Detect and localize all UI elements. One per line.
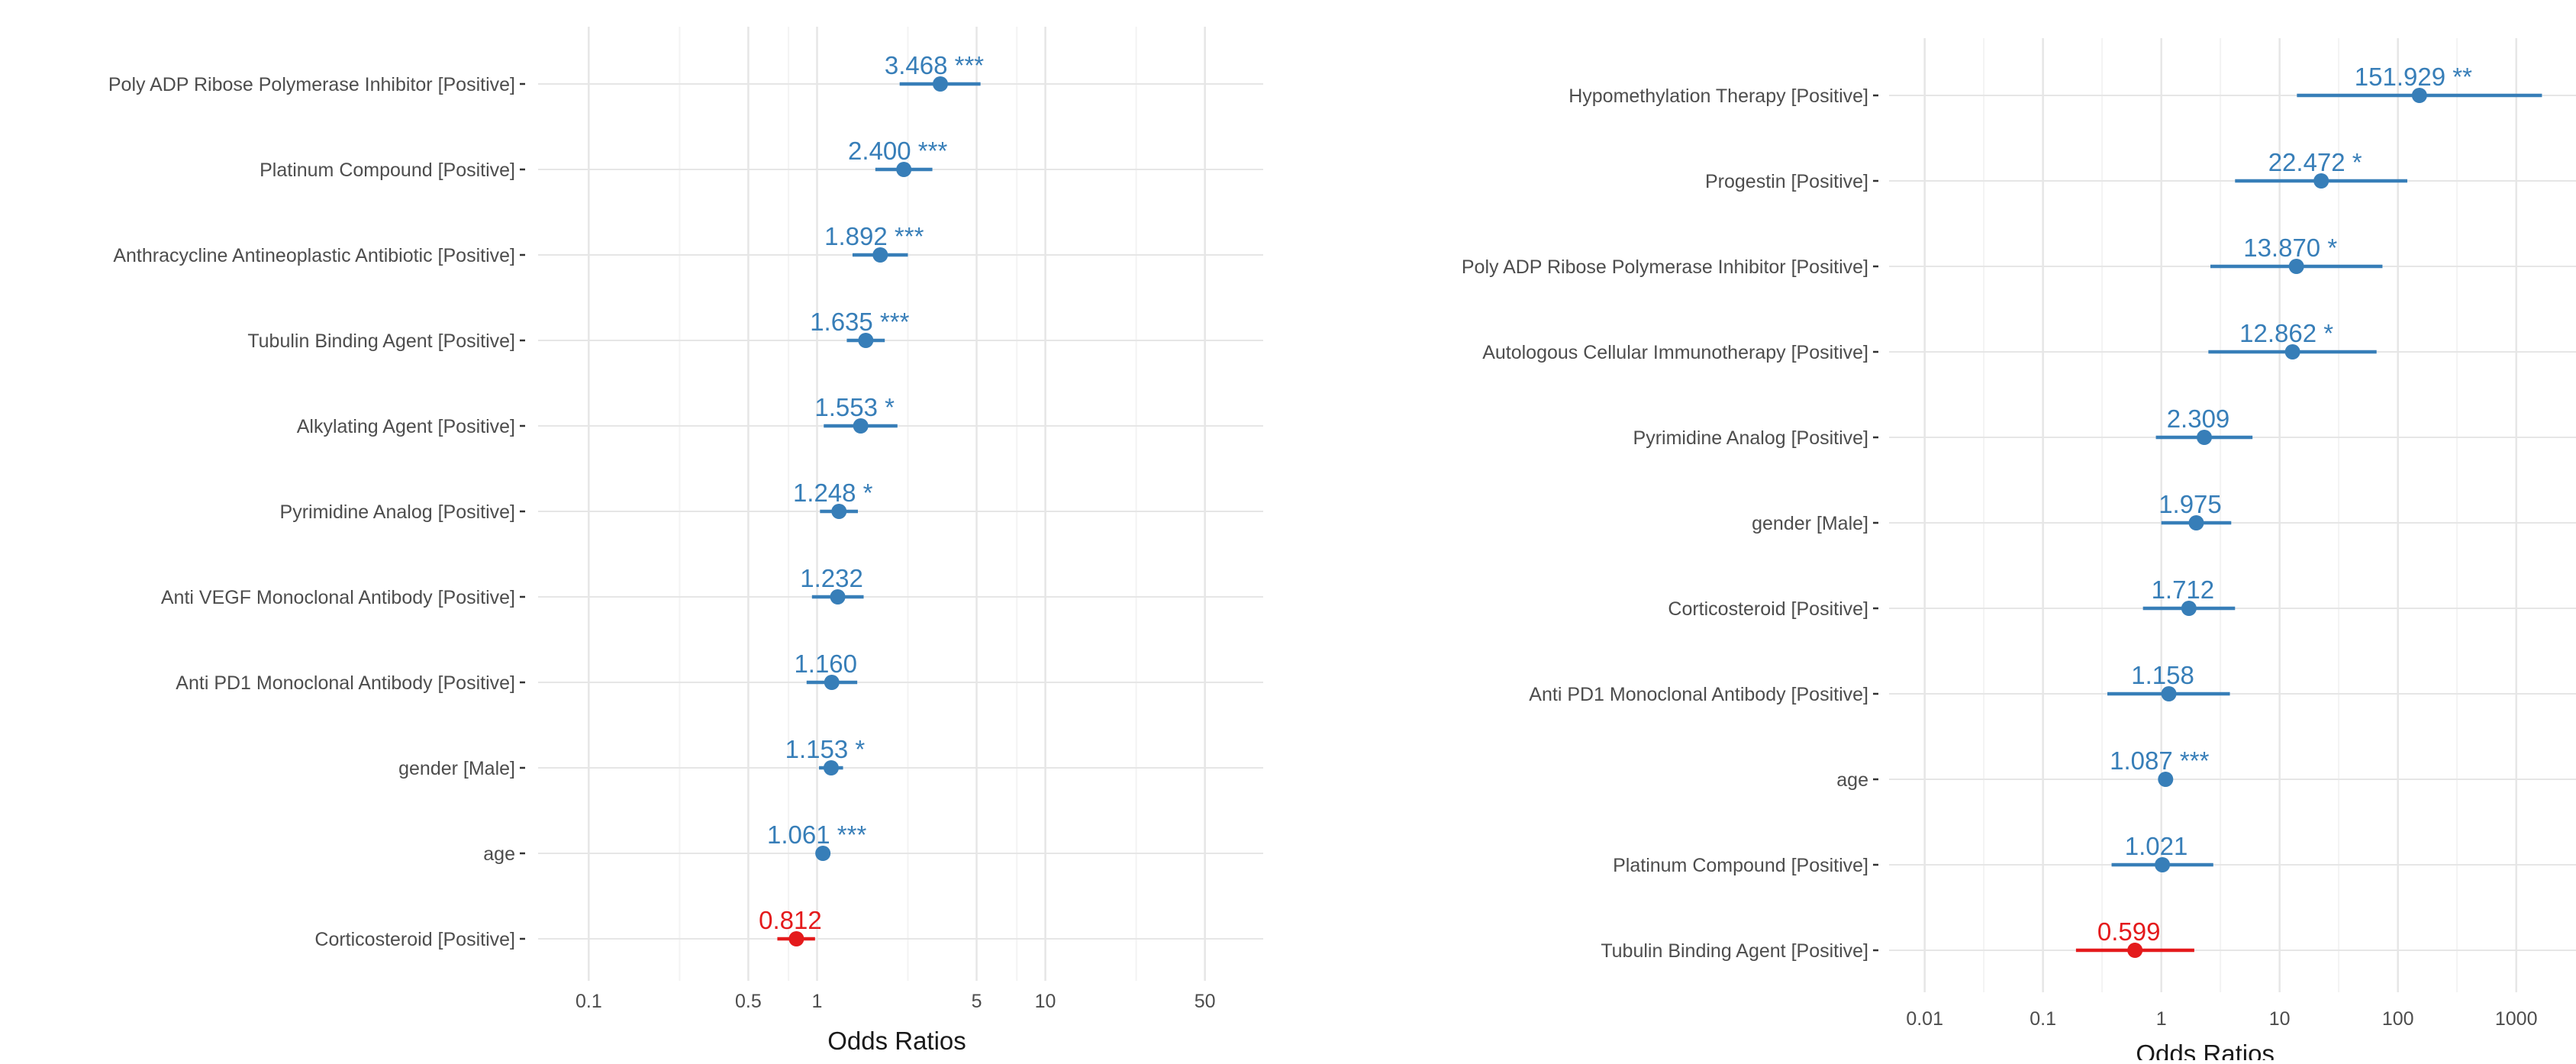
estimate-point bbox=[2158, 772, 2174, 787]
estimate-point bbox=[853, 418, 869, 434]
x-tick-label: 10 bbox=[1035, 991, 1056, 1012]
term-label: Poly ADP Ribose Polymerase Inhibitor [Po… bbox=[1462, 256, 1868, 278]
x-tick-label: 0.5 bbox=[735, 991, 762, 1012]
x-tick-label: 100 bbox=[2382, 1008, 2414, 1030]
estimate-point bbox=[896, 162, 912, 177]
term-label: Autologous Cellular Immunotherapy [Posit… bbox=[1482, 342, 1868, 363]
estimate-point bbox=[2288, 259, 2304, 274]
estimate-label: 1.153 * bbox=[785, 735, 866, 763]
estimate-label: 0.812 bbox=[759, 906, 822, 934]
estimate-point bbox=[933, 76, 949, 92]
estimate-point bbox=[830, 589, 846, 605]
x-tick-label: 10 bbox=[2269, 1008, 2291, 1030]
estimate-label: 1.975 bbox=[2158, 490, 2222, 518]
x-axis-label: Odds Ratios bbox=[2136, 1040, 2275, 1060]
estimate-label: 1.160 bbox=[794, 650, 857, 678]
term-label: Platinum Compound [Positive] bbox=[260, 160, 515, 181]
estimate-label: 1.553 * bbox=[814, 393, 895, 421]
x-tick-label: 50 bbox=[1195, 991, 1216, 1012]
estimate-point bbox=[815, 846, 831, 861]
term-label: Anti PD1 Monoclonal Antibody [Positive] bbox=[176, 672, 515, 694]
estimate-point bbox=[2155, 857, 2171, 872]
term-label: Alkylating Agent [Positive] bbox=[297, 416, 515, 437]
term-label: Corticosteroid [Positive] bbox=[1668, 598, 1868, 620]
x-tick-label: 5 bbox=[972, 991, 982, 1012]
term-label: Anthracycline Antineoplastic Antibiotic … bbox=[113, 245, 515, 266]
estimate-point bbox=[2197, 430, 2213, 445]
x-tick-label: 0.01 bbox=[1906, 1008, 1943, 1030]
term-label: Tubulin Binding Agent [Positive] bbox=[247, 330, 515, 352]
forest-panel-1: 0.1 0.5 1 5 10 50 Odds Ratios Poly ADP Ribose P… bbox=[108, 27, 1263, 1055]
estimate-label: 3.468 *** bbox=[885, 51, 984, 79]
estimate-label: 22.472 * bbox=[2268, 148, 2362, 176]
estimate-label: 1.248 * bbox=[793, 479, 873, 507]
estimate-label: 12.862 * bbox=[2239, 319, 2333, 347]
estimate-label: 0.599 bbox=[2097, 917, 2161, 946]
term-label: Anti PD1 Monoclonal Antibody [Positive] bbox=[1529, 684, 1868, 705]
term-label: gender [Male] bbox=[1752, 513, 1868, 534]
estimate-label: 1.635 *** bbox=[810, 308, 909, 336]
estimate-label: 1.712 bbox=[2152, 576, 2215, 604]
estimate-point bbox=[2313, 173, 2329, 189]
estimate-label: 1.061 *** bbox=[767, 821, 866, 849]
x-tick-label: 1 bbox=[2156, 1008, 2167, 1030]
estimate-label: 1.892 *** bbox=[824, 222, 924, 250]
x-axis-label: Odds Ratios bbox=[827, 1027, 966, 1055]
term-label: Platinum Compound [Positive] bbox=[1613, 855, 1868, 876]
estimate-point bbox=[2127, 943, 2143, 958]
x-tick-label: 1 bbox=[812, 991, 823, 1012]
term-label: Progestin [Positive] bbox=[1705, 171, 1868, 192]
estimate-point bbox=[2411, 88, 2427, 103]
estimate-point bbox=[2161, 686, 2177, 701]
x-tick-label: 0.1 bbox=[575, 991, 602, 1012]
x-tick-label: 1000 bbox=[2495, 1008, 2538, 1030]
estimate-label: 1.158 bbox=[2131, 661, 2194, 689]
term-label: Tubulin Binding Agent [Positive] bbox=[1601, 940, 1868, 962]
estimate-label: 1.232 bbox=[800, 564, 863, 592]
estimate-point bbox=[2188, 515, 2204, 530]
x-tick-label: 0.1 bbox=[2030, 1008, 2056, 1030]
estimate-point bbox=[2181, 601, 2197, 616]
term-label: age bbox=[483, 843, 515, 865]
estimate-point bbox=[824, 675, 840, 690]
estimate-label: 13.870 * bbox=[2243, 234, 2337, 262]
estimate-label: 2.309 bbox=[2167, 405, 2230, 433]
estimate-point bbox=[2284, 344, 2300, 360]
estimate-label: 1.087 *** bbox=[2110, 746, 2209, 775]
term-label: Corticosteroid [Positive] bbox=[314, 929, 515, 950]
term-label: Poly ADP Ribose Polymerase Inhibitor [Po… bbox=[108, 74, 515, 95]
term-label: Hypomethylation Therapy [Positive] bbox=[1568, 85, 1868, 107]
term-label: Pyrimidine Analog [Positive] bbox=[1633, 427, 1868, 449]
term-label: age bbox=[1836, 769, 1868, 791]
estimate-point bbox=[788, 931, 804, 946]
estimate-point bbox=[858, 333, 874, 348]
estimate-point bbox=[831, 504, 847, 519]
estimate-point bbox=[823, 760, 839, 775]
estimate-label: 1.021 bbox=[2125, 832, 2188, 860]
term-label: Pyrimidine Analog [Positive] bbox=[280, 501, 515, 523]
term-label: gender [Male] bbox=[398, 758, 515, 779]
term-label: Anti VEGF Monoclonal Antibody [Positive] bbox=[161, 587, 515, 608]
estimate-label: 151.929 ** bbox=[2355, 63, 2472, 91]
estimate-label: 2.400 *** bbox=[848, 137, 947, 165]
forest-panel-2: 0.01 0.1 1 10 100 1000 Odds Ratios Hypomethylat… bbox=[1462, 38, 2576, 1064]
estimate-point bbox=[872, 247, 888, 263]
